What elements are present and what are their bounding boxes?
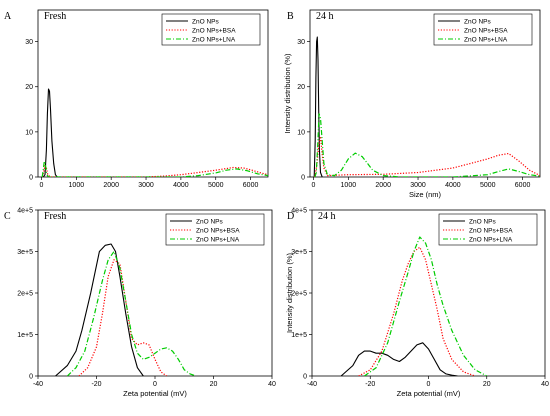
panel-c-xtick-label: 40 (268, 381, 276, 388)
panel-d-ytick-label: 4e+5 (291, 208, 307, 215)
panel-b-ytick-label: 20 (297, 84, 305, 91)
panel-a-series-2-line (41, 165, 268, 177)
panel-d-xtick-label: -40 (307, 381, 317, 388)
panel-a-xtick-label: 4000 (173, 182, 189, 189)
panel-d-series-3-line (364, 236, 488, 376)
panel-c-series-3-line (66, 250, 197, 376)
panel-c-ytick-label: 1e+5 (17, 332, 33, 339)
panel-b-title: 24 h (316, 11, 334, 22)
panel-b-xtick-label: 1000 (341, 182, 357, 189)
panel-b-ytick-label: 30 (297, 39, 305, 46)
panel-b-xlabel: Size (nm) (409, 190, 442, 199)
panel-a-legend-label-2: ZnO NPs+BSA (192, 27, 236, 34)
panel-c-title: Fresh (44, 211, 66, 222)
panel-d-legend-label-3: ZnO NPs+LNA (469, 236, 513, 243)
panel-b-legend-label-2: ZnO NPs+BSA (464, 27, 508, 34)
panel-d-ytick-label: 3e+5 (291, 249, 307, 256)
panel-b-xtick-label: 6000 (515, 182, 531, 189)
panel-a-xtick-label: 0 (40, 182, 44, 189)
panel-b-legend-label-3: ZnO NPs+LNA (464, 36, 508, 43)
panel-c-xtick-label: 0 (153, 381, 157, 388)
panel-c-ytick-label: 4e+5 (17, 208, 33, 215)
panel-d-series-1-line (340, 342, 458, 376)
panel-d-letter: D (287, 211, 294, 222)
panel-a-ytick-label: 30 (25, 39, 33, 46)
panel-a-xtick-label: 5000 (208, 182, 224, 189)
panel-a-legend: ZnO NPs ZnO NPs+BSA ZnO NPs+LNA (161, 13, 261, 46)
panel-b-series-1-line (313, 36, 323, 177)
panel-a-letter: A (4, 11, 12, 22)
panel-c-legend-label-2: ZnO NPs+BSA (196, 227, 240, 234)
panel-b-ytick-label: 10 (297, 129, 305, 136)
panel-b-series-3-line (314, 113, 540, 177)
panel-d-ytick-label: 0 (303, 374, 307, 381)
panel-b-series-2-line (313, 135, 540, 177)
panel-a-xtick-label: 2000 (103, 182, 119, 189)
panel-b-ylabel: Intensity distribution (%) (283, 53, 292, 134)
panel-b-xtick-label: 0 (312, 182, 316, 189)
panel-b-xtick-label: 4000 (445, 182, 461, 189)
panel-a-ytick-label: 10 (25, 129, 33, 136)
panel-a-xtick-label: 6000 (243, 182, 259, 189)
panel-c: C Fresh -40 -20 0 20 40 0 1e+5 2e+5 3e+5 4e+5 Zeta p… (4, 208, 276, 399)
panel-a-series-3-line (41, 160, 268, 177)
panel-a-legend-label-3: ZnO NPs+LNA (192, 36, 236, 43)
panel-c-legend: ZnO NPs ZnO NPs+BSA ZnO NPs+LNA (165, 213, 265, 246)
panel-b-letter: B (287, 11, 294, 22)
panel-c-xlabel: Zeta potential (mV) (123, 389, 187, 398)
panel-b-legend-label-1: ZnO NPs (464, 18, 491, 25)
panel-b-legend: ZnO NPs ZnO NPs+BSA ZnO NPs+LNA (433, 13, 533, 46)
panel-d-legend-label-2: ZnO NPs+BSA (469, 227, 513, 234)
panel-d-legend-label-1: ZnO NPs (469, 218, 496, 225)
panel-a: A Fresh 0 1000 2000 3000 4000 5000 6000 0 10 20 30 Zn… (4, 9, 269, 189)
panel-a-series-1-line (42, 88, 58, 177)
panel-d-ytick-label: 1e+5 (291, 332, 307, 339)
panel-a-ytick-label: 0 (29, 175, 33, 182)
panel-c-legend-label-1: ZnO NPs (196, 218, 223, 225)
panel-c-legend-label-3: ZnO NPs+LNA (196, 236, 240, 243)
panel-c-series-1-line (55, 243, 144, 376)
panel-a-xtick-label: 3000 (138, 182, 154, 189)
panel-c-series-2-line (78, 259, 168, 376)
panel-b-ytick-label: 0 (301, 175, 305, 182)
panel-c-ytick-label: 3e+5 (17, 249, 33, 256)
panel-d-xtick-label: 0 (427, 381, 431, 388)
panel-c-xtick-label: -20 (91, 381, 101, 388)
panel-d-xtick-label: 40 (541, 381, 549, 388)
panel-d-xtick-label: 20 (483, 381, 491, 388)
panel-d-xlabel: Zeta potential (mV) (397, 389, 461, 398)
panel-a-legend-label-1: ZnO NPs (192, 18, 219, 25)
panel-d-xtick-label: -20 (365, 381, 375, 388)
panel-c-ytick-label: 2e+5 (17, 291, 33, 298)
panel-a-ytick-label: 20 (25, 84, 33, 91)
panel-d-series-2-line (358, 246, 476, 376)
panel-d: D 24 h -40 -20 0 20 40 0 1e+5 2e+5 3e+5 4e+5 Zeta po… (285, 208, 549, 399)
panel-b-xtick-label: 3000 (410, 182, 426, 189)
panel-d-title: 24 h (318, 211, 336, 222)
panel-b-xtick-label: 5000 (480, 182, 496, 189)
panel-d-legend: ZnO NPs ZnO NPs+BSA ZnO NPs+LNA (438, 213, 538, 246)
panel-c-xtick-label: -40 (33, 381, 43, 388)
panel-d-ylabel: Intensity distribution (%) (285, 252, 294, 333)
panel-c-ytick-label: 0 (29, 374, 33, 381)
panel-a-xtick-label: 1000 (69, 182, 85, 189)
panel-a-title: Fresh (44, 11, 66, 22)
panel-c-xtick-label: 20 (210, 381, 218, 388)
panel-b-xtick-label: 2000 (375, 182, 391, 189)
panel-c-letter: C (4, 211, 11, 222)
panel-d-ytick-label: 2e+5 (291, 291, 307, 298)
panel-b: B 24 h 0 1000 2000 3000 4000 5000 6000 0 10 20 30 Siz… (283, 9, 541, 199)
